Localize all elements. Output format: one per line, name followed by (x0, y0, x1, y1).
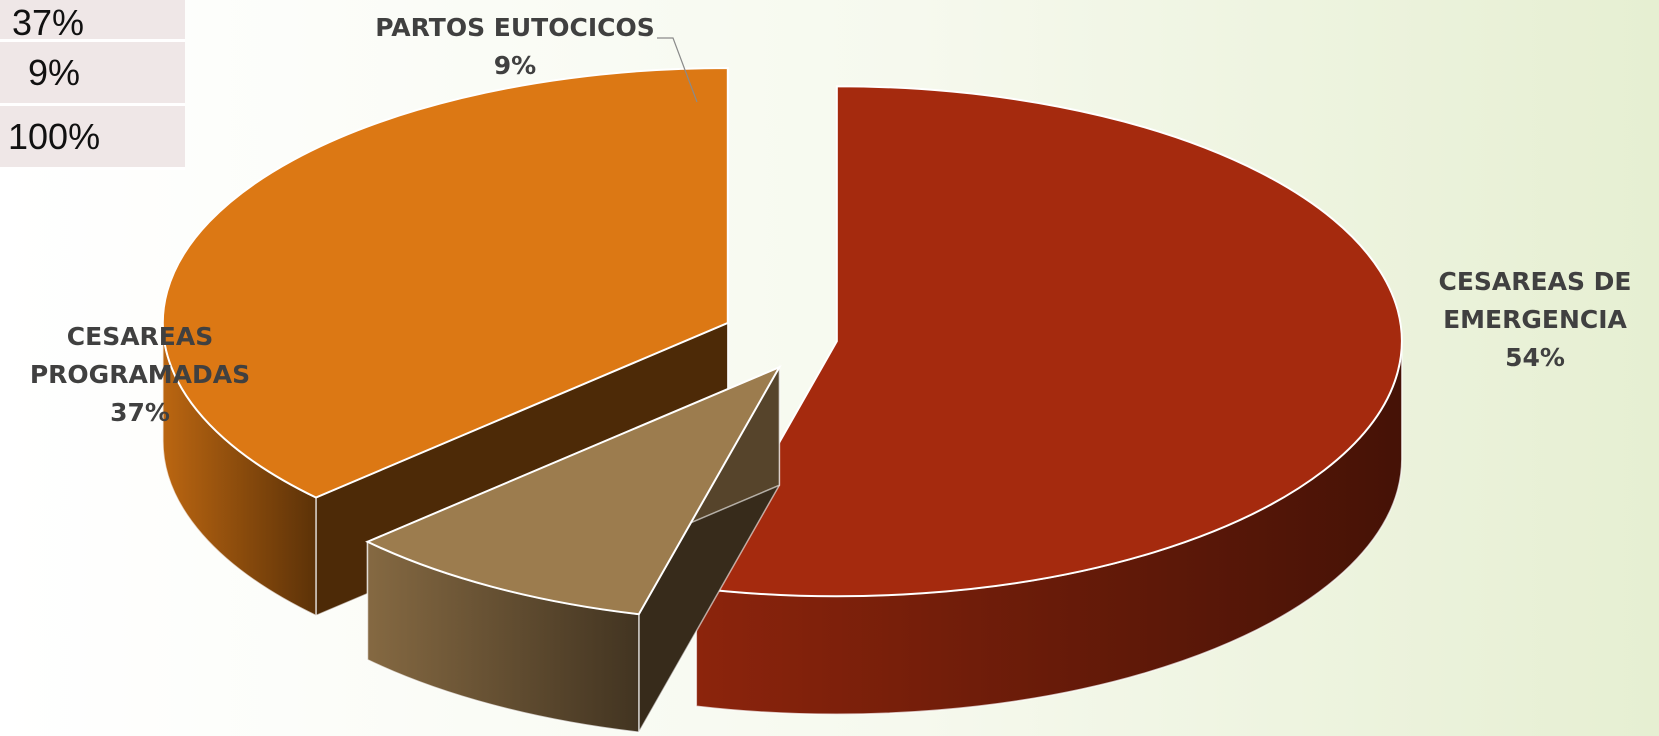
slice-value-label: 9% (494, 51, 536, 80)
pie-slices (161, 66, 1403, 736)
table-cell-value: 37% (12, 2, 85, 43)
table-cell-value: 100% (8, 115, 101, 157)
pie-slice-top (365, 365, 782, 616)
table-cell-value: 9% (28, 51, 81, 93)
pie-slice-1 (365, 364, 782, 736)
slice-label: CESAREAS DE EMERGENCIA 54% (1439, 267, 1632, 372)
leader-line (657, 37, 698, 103)
pie-slice-top (694, 85, 1403, 598)
slice-value-label: 37% (110, 398, 170, 427)
table-cell: 37% (0, 0, 185, 43)
slice-category-label: CESAREAS DE (1439, 267, 1632, 296)
slice-category-label: PROGRAMADAS (30, 360, 250, 389)
table-cell: 100% (0, 106, 185, 170)
pie-slice-0 (694, 85, 1403, 715)
pie-slice-top (161, 66, 729, 499)
slice-value-label: 54% (1505, 343, 1565, 372)
slice-labels: CESAREAS DE EMERGENCIA 54% PARTOS EUTOCICOS… (30, 13, 1632, 427)
slice-category-label: CESAREAS (67, 322, 213, 351)
slice-label: PARTOS EUTOCICOS 9% (375, 13, 654, 80)
slice-category-label: EMERGENCIA (1443, 305, 1627, 334)
summary-table-fragment: 37% 9% 100% (0, 0, 185, 170)
slice-label: CESAREAS PROGRAMADAS 37% (30, 322, 250, 427)
table-cell: 9% (0, 42, 185, 106)
slice-category-label: PARTOS EUTOCICOS (375, 13, 654, 42)
